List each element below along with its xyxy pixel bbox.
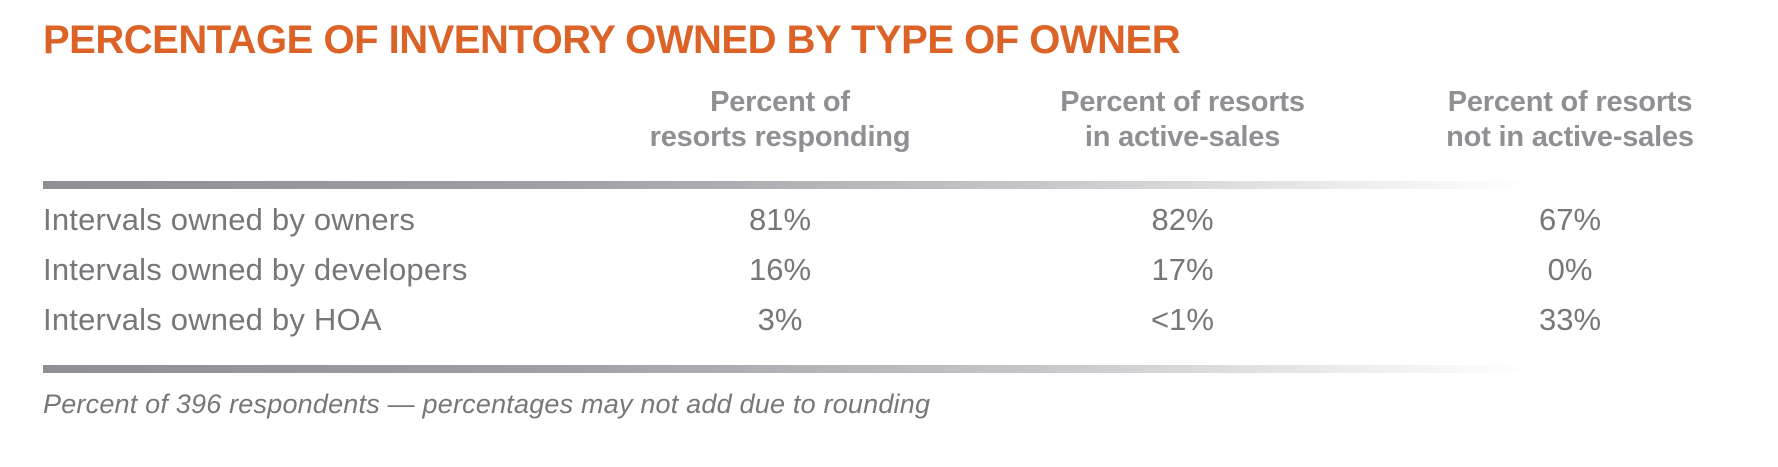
cell-developers-responding: 16% — [748, 251, 812, 287]
footnote: Percent of 396 respondents — percentages… — [43, 388, 931, 419]
table-top-rule — [43, 180, 1735, 189]
table-bottom-rule — [43, 364, 1735, 373]
column-header-not-active-sales: Percent of resorts not in active-sales — [1446, 86, 1694, 153]
cell-developers-active-sales: 17% — [1151, 251, 1214, 287]
cell-owners-active-sales: 82% — [1151, 201, 1214, 237]
cell-hoa-not-active-sales: 33% — [1538, 301, 1602, 337]
cell-owners-responding: 81% — [748, 201, 812, 237]
page-title: PERCENTAGE OF INVENTORY OWNED BY TYPE OF… — [43, 18, 1181, 62]
row-label-owners: Intervals owned by owners — [43, 201, 416, 237]
cell-developers-not-active-sales: 0% — [1547, 251, 1593, 287]
cell-owners-not-active-sales: 67% — [1538, 201, 1602, 237]
cell-hoa-responding: 3% — [757, 301, 803, 337]
row-label-developers: Intervals owned by developers — [43, 251, 468, 287]
cell-hoa-active-sales: <1% — [1151, 301, 1214, 337]
row-label-hoa: Intervals owned by HOA — [43, 301, 382, 337]
column-header-active-sales: Percent of resorts in active-sales — [1060, 86, 1305, 153]
column-header-resorts-responding: Percent of resorts responding — [649, 86, 911, 153]
ownership-table: Percent of resorts responding Percent of… — [43, 85, 1735, 373]
